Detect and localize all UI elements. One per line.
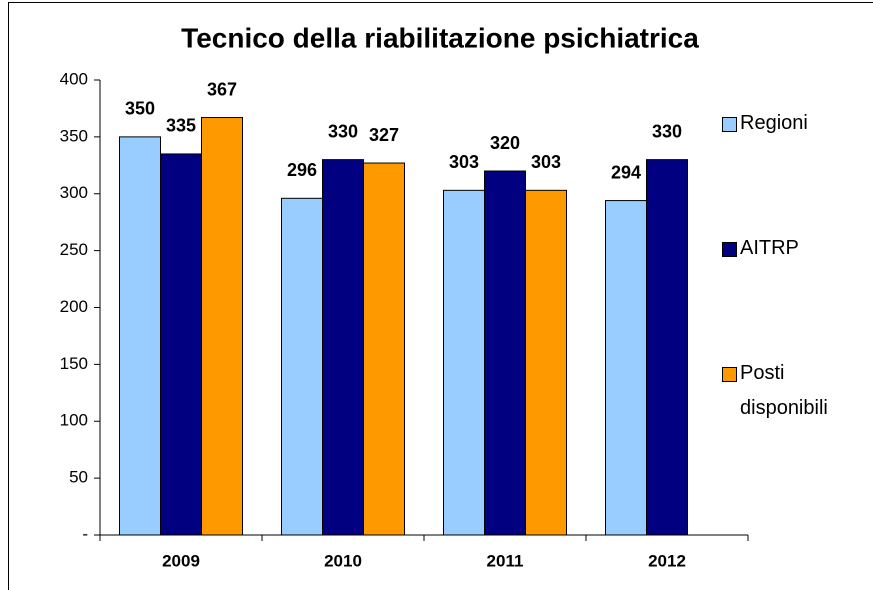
data-label: 296 <box>287 160 317 180</box>
x-tick-label: 2010 <box>324 551 362 570</box>
data-label: 327 <box>369 125 399 145</box>
x-tick-label: 2012 <box>648 551 686 570</box>
bar <box>646 159 688 536</box>
y-tick-label: 200 <box>60 297 88 316</box>
bar <box>484 170 526 536</box>
y-tick-label: 350 <box>60 126 88 145</box>
bar <box>525 189 567 536</box>
bar <box>363 162 405 536</box>
bar <box>160 153 202 536</box>
bar <box>281 197 323 536</box>
legend-swatch <box>722 117 737 132</box>
y-tick-label: 150 <box>60 354 88 373</box>
legend-swatch <box>722 242 737 257</box>
legend-label: AITRP <box>740 237 799 259</box>
x-tick-label: 2011 <box>487 551 524 570</box>
legend-item: AITRP <box>722 231 872 266</box>
legend-label: Posti disponibili <box>740 362 828 419</box>
data-label: 367 <box>207 79 237 99</box>
data-label: 294 <box>611 162 641 182</box>
chart-border <box>8 2 873 590</box>
data-label: 303 <box>449 152 479 172</box>
data-label: 335 <box>166 116 196 136</box>
x-tick-label: 2009 <box>162 551 200 570</box>
y-tick-label: 300 <box>60 183 88 202</box>
bar <box>201 117 243 536</box>
legend-item: Posti disponibili <box>722 356 872 426</box>
legend-label: Regioni <box>740 112 808 134</box>
legend-swatch <box>722 367 737 382</box>
y-tick-label: - <box>82 524 88 543</box>
y-tick-label: 250 <box>60 240 88 259</box>
data-label: 330 <box>652 121 682 141</box>
bar <box>119 136 161 536</box>
chart-title: Tecnico della riabilitazione psichiatric… <box>181 22 699 53</box>
bar <box>322 159 364 536</box>
bar <box>605 200 647 536</box>
bar <box>443 189 485 536</box>
legend-item: Regioni <box>722 106 872 141</box>
data-label: 330 <box>328 121 358 141</box>
y-tick-label: 400 <box>60 69 88 88</box>
y-tick-label: 50 <box>69 468 88 487</box>
data-label: 350 <box>125 99 155 119</box>
data-label: 320 <box>490 133 520 153</box>
data-label: 303 <box>531 152 561 172</box>
y-tick-label: 100 <box>60 411 88 430</box>
